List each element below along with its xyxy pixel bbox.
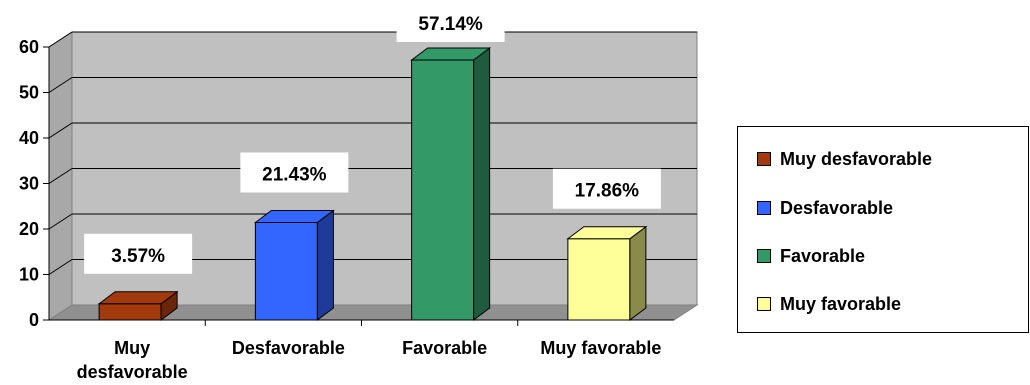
legend-swatch [757,249,771,263]
gridline-diagonal [48,31,73,48]
y-tick-label: 50 [19,83,39,103]
x-tick-label: desfavorable [77,362,188,382]
bar-muy-favorable [566,225,648,321]
bar-desfavorable [253,209,335,321]
y-tick-label: 60 [19,37,39,57]
x-tick-label: Muy [114,338,150,358]
legend-label: Muy favorable [780,293,902,314]
legend-label: Favorable [780,245,866,266]
bar-side [316,209,334,321]
gridlines [48,31,697,275]
legend-item-muy-desfavorable: Muy desfavorable [757,147,932,171]
y-tick-label: 30 [19,174,39,194]
bar-front [411,59,475,321]
data-label-2: 21.43% [240,152,349,193]
data-label-box [84,233,193,274]
data-label-box [552,168,661,209]
bar-top [253,209,335,223]
legend-item-muy-favorable: Muy favorable [757,292,901,316]
data-label-box [396,2,505,42]
bar-top [566,226,648,240]
gridline-diagonal [48,77,73,93]
y-tick-label: 0 [29,310,39,330]
legend-item-favorable: Favorable [757,244,865,268]
bar-front [98,303,162,321]
legend-label: Desfavorable [780,197,894,218]
data-label-3: 57.14% [396,2,505,42]
legend-label: Muy desfavorable [780,148,933,169]
axes: 0 10 20 30 40 50 60 Muy desfavorable Desfavorable… [19,37,674,382]
y-tick-label: 10 [19,265,39,285]
y-tick-label: 20 [19,219,39,239]
bar-side [473,47,491,321]
bar-muy-desfavorable [97,290,179,321]
bar-front [254,221,318,321]
data-label-1: 3.57% [84,233,193,274]
legend: Muy desfavorable Desfavorable Favorable … [737,126,1029,333]
x-tick-label: Muy favorable [540,338,661,358]
bars [97,47,648,321]
data-label-text: 21.43% [262,164,327,185]
legend-swatch [757,201,771,215]
y-tick-label: 40 [19,128,39,148]
data-label-text: 57.14% [418,14,483,35]
legend-item-desfavorable: Desfavorable [757,196,893,220]
bar-top [410,47,492,61]
data-label-4: 17.86% [552,168,661,209]
data-label-box [240,152,349,193]
x-tick-label: Desfavorable [232,338,345,358]
gridline-diagonal [48,168,73,184]
bar-side [629,225,647,321]
gridline-diagonal [48,259,73,275]
data-labels: 3.57% 21.43% 57.14% 17.86% [84,2,661,274]
data-label-text: 3.57% [111,246,165,267]
data-label-text: 17.86% [575,181,640,202]
gridline-diagonal [48,122,73,139]
legend-swatch [757,152,771,166]
legend-swatch [757,297,771,311]
bar-top [97,291,179,305]
bar-front [567,238,631,321]
gridline-diagonal [48,213,73,230]
bar-favorable [410,47,492,321]
x-tick-label: Favorable [402,338,487,358]
